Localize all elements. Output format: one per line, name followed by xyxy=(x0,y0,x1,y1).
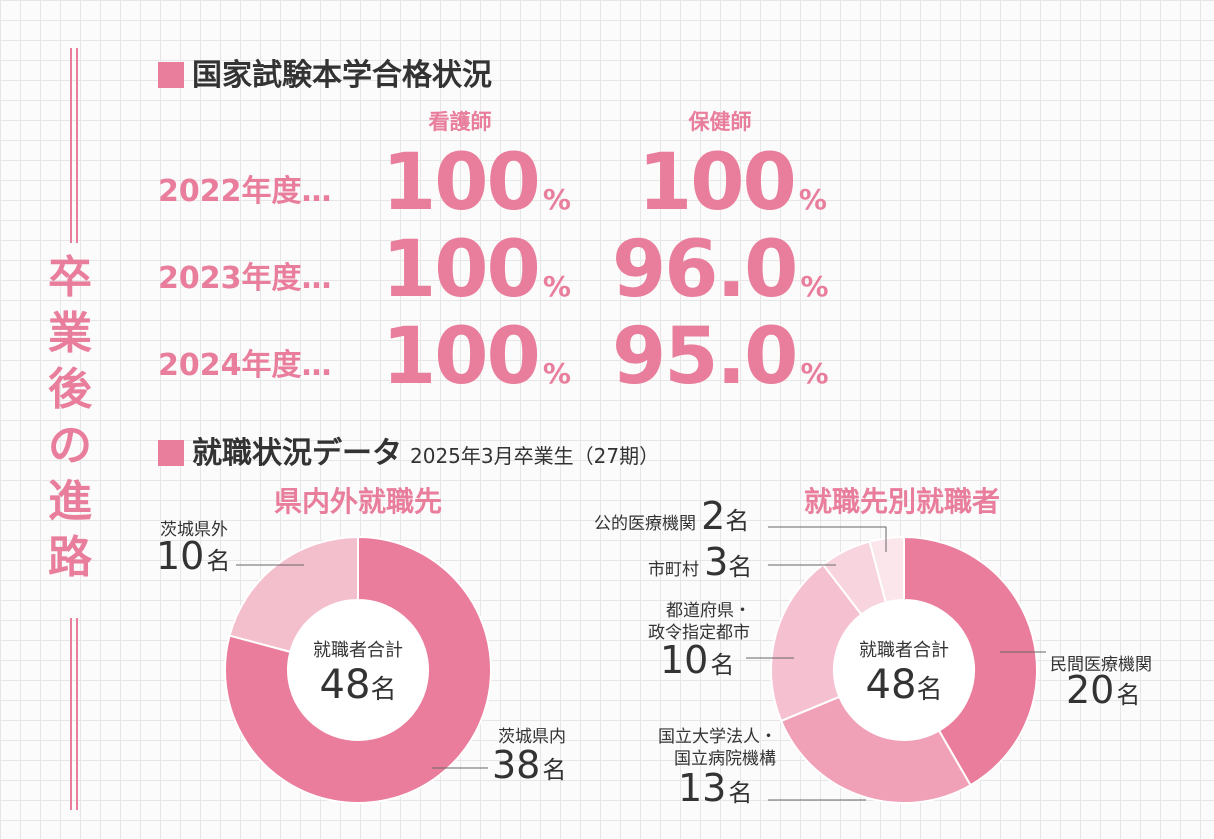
chart-center-employer: 就職者合計 48名 xyxy=(824,636,984,708)
label-public-medical: 公的医療機関 2名 xyxy=(594,494,750,538)
column-header-public-health: 保健師 xyxy=(688,110,752,134)
label-inside-prefecture: 茨城県内 xyxy=(498,727,566,747)
employment-heading: 就職状況データ 2025年3月卒業生（27期） xyxy=(158,428,659,472)
value-outside-prefecture: 10名 xyxy=(156,534,231,578)
center-total: 48名 xyxy=(865,662,943,708)
value-national: 13名 xyxy=(678,766,753,810)
side-line-top xyxy=(70,48,72,243)
year-label: 2024年度… xyxy=(158,348,332,383)
chart-title-employer: 就職先別就職者 xyxy=(803,485,1000,518)
pass-rate-public-health: 95.0% xyxy=(612,312,829,402)
pass-rate-nurse: 100% xyxy=(382,312,571,402)
pass-rate-public-health: 100% xyxy=(638,138,827,228)
side-line-bottom-2 xyxy=(76,618,78,810)
center-caption: 就職者合計 xyxy=(313,640,403,661)
donut-hole xyxy=(288,600,428,740)
pass-rate-nurse: 100% xyxy=(382,138,571,228)
side-line-top-2 xyxy=(76,48,78,243)
center-total: 48名 xyxy=(319,662,397,708)
heading-square xyxy=(158,62,184,88)
side-title: 卒業後の進路 xyxy=(48,252,92,583)
pass-rate-public-health: 96.0% xyxy=(612,225,829,315)
label-national-2: 国立病院機構 xyxy=(674,749,776,769)
label-private-medical: 民間医療機関 xyxy=(1050,655,1152,675)
slice-national xyxy=(779,695,972,804)
leader-public-medical xyxy=(768,526,887,552)
employment-subheading: 2025年3月卒業生（27期） xyxy=(410,444,660,468)
label-prefecture-city-2: 政令指定都市 xyxy=(648,623,750,643)
label-outside-prefecture: 茨城県外 xyxy=(160,520,228,540)
chart-title-region: 県内外就職先 xyxy=(273,485,442,518)
value-inside-prefecture: 38名 xyxy=(492,743,567,787)
chart-center-region: 就職者合計 48名 xyxy=(278,636,438,708)
heading-square xyxy=(158,440,184,466)
label-municipal: 市町村 3名 xyxy=(648,540,753,584)
center-caption: 就職者合計 xyxy=(859,640,949,661)
pass-rate-nurse: 100% xyxy=(382,225,571,315)
value-private-medical: 20名 xyxy=(1066,668,1141,712)
donut-hole xyxy=(834,600,974,740)
label-prefecture-city-1: 都道府県・ xyxy=(666,601,751,621)
value-prefecture-city: 10名 xyxy=(660,638,735,682)
year-label: 2022年度… xyxy=(158,174,332,209)
column-header-nurse: 看護師 xyxy=(428,110,492,134)
label-national-1: 国立大学法人・ xyxy=(658,727,777,747)
exam-heading: 国家試験本学合格状況 xyxy=(158,50,492,94)
side-line-bottom xyxy=(70,618,72,810)
year-label: 2023年度… xyxy=(158,261,332,296)
